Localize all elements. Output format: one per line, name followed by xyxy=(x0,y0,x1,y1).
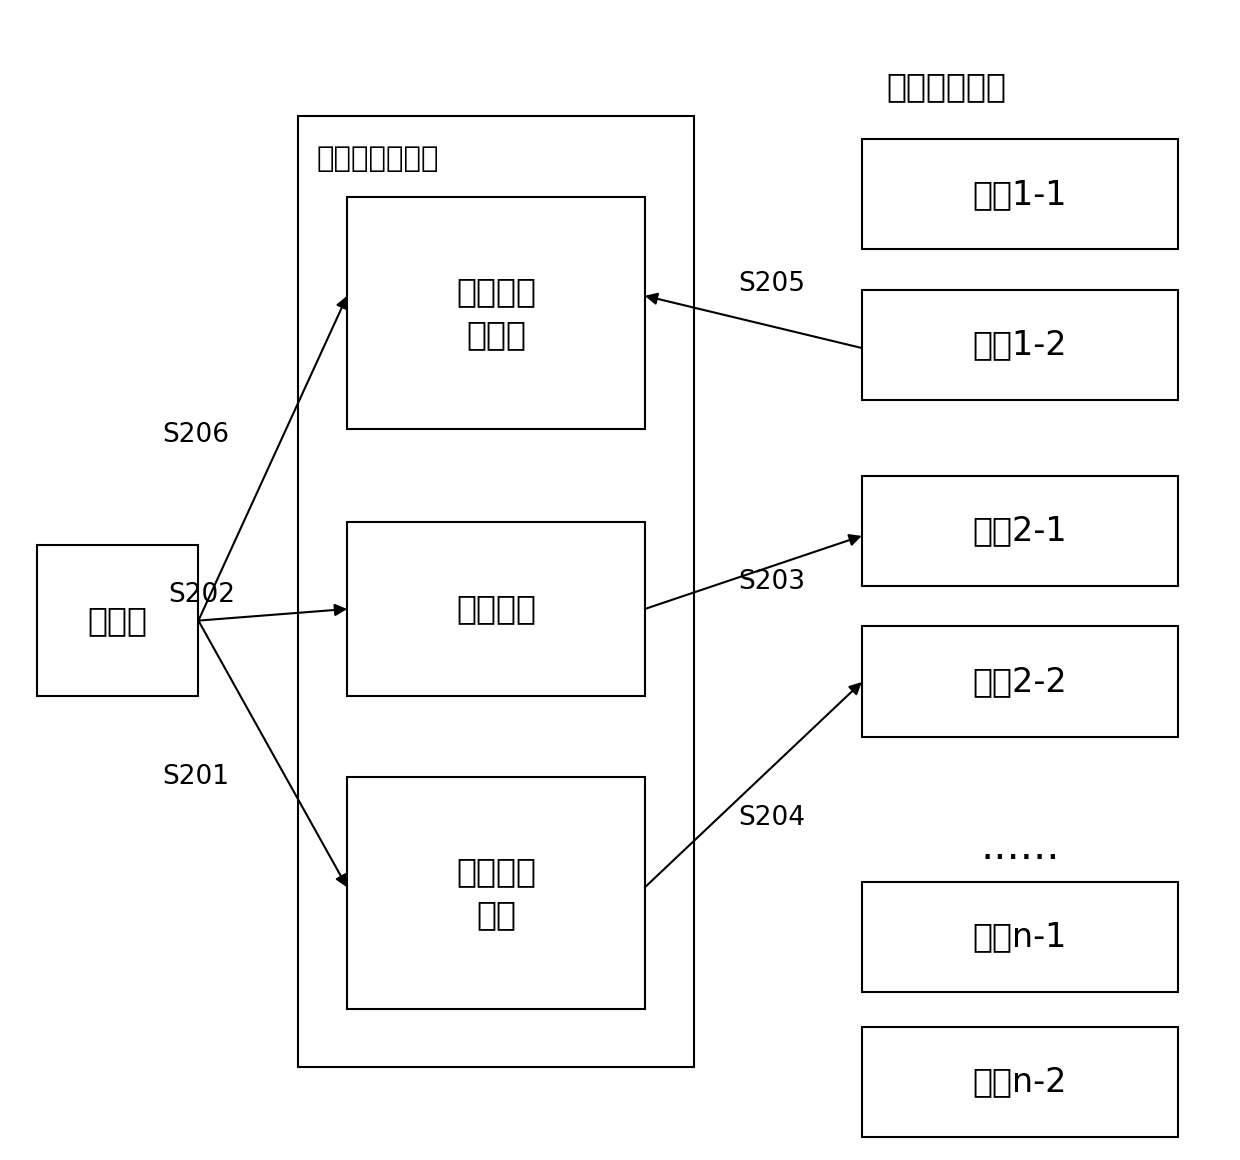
Text: 系统n-2: 系统n-2 xyxy=(972,1065,1068,1099)
Text: 线下业务集群: 线下业务集群 xyxy=(887,71,1007,103)
Text: S204: S204 xyxy=(738,805,805,831)
Text: S201: S201 xyxy=(162,764,229,790)
Text: 系统1-2: 系统1-2 xyxy=(972,328,1068,362)
Text: 健壮性建
模模块: 健壮性建 模模块 xyxy=(456,275,536,351)
Bar xyxy=(347,197,645,429)
Text: ......: ...... xyxy=(981,826,1060,868)
Bar xyxy=(37,545,198,696)
Text: 故障注入
模块: 故障注入 模块 xyxy=(456,855,536,931)
Text: 系统2-1: 系统2-1 xyxy=(972,514,1068,548)
Text: S205: S205 xyxy=(738,271,805,297)
Text: 系统n-1: 系统n-1 xyxy=(972,920,1068,954)
Text: 系统2-2: 系统2-2 xyxy=(972,665,1068,698)
Bar xyxy=(862,1027,1178,1137)
Text: S206: S206 xyxy=(162,422,229,448)
Text: 健壮性测试平台: 健壮性测试平台 xyxy=(316,145,439,173)
Bar xyxy=(862,882,1178,992)
Bar xyxy=(298,116,694,1067)
Text: S202: S202 xyxy=(169,582,236,608)
Bar xyxy=(347,777,645,1009)
Bar xyxy=(347,522,645,696)
Text: 系统1-1: 系统1-1 xyxy=(972,177,1068,211)
Text: S203: S203 xyxy=(738,570,805,595)
Bar xyxy=(862,139,1178,249)
Text: 压测模块: 压测模块 xyxy=(456,593,536,625)
Bar xyxy=(862,476,1178,586)
Bar xyxy=(862,290,1178,400)
Text: 控制器: 控制器 xyxy=(88,604,148,637)
Bar xyxy=(862,626,1178,737)
